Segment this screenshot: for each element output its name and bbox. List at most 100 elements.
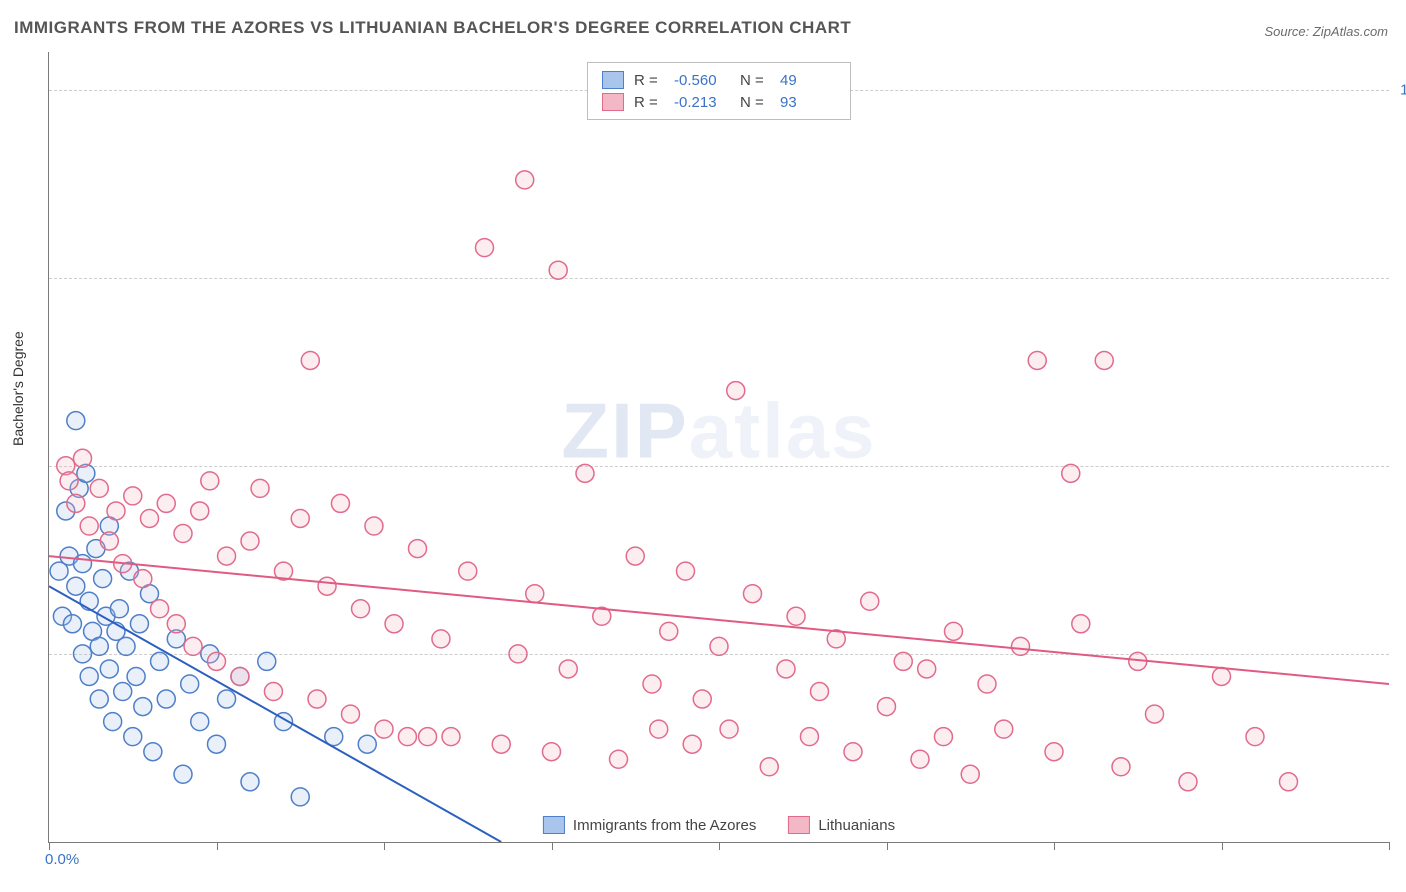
data-point	[63, 615, 81, 633]
r-value: -0.213	[674, 94, 730, 111]
data-point	[124, 728, 142, 746]
data-point	[844, 743, 862, 761]
data-point	[241, 532, 259, 550]
data-point	[549, 261, 567, 279]
data-point	[894, 652, 912, 670]
data-point	[626, 547, 644, 565]
x-tick	[719, 842, 720, 850]
data-point	[375, 720, 393, 738]
data-point	[90, 690, 108, 708]
data-point	[100, 532, 118, 550]
data-point	[134, 698, 152, 716]
swatch-azores	[602, 71, 624, 89]
data-point	[117, 637, 135, 655]
data-point	[291, 788, 309, 806]
data-point	[308, 690, 326, 708]
data-point	[124, 487, 142, 505]
data-point	[576, 464, 594, 482]
legend-label: Lithuanians	[818, 817, 895, 834]
legend-series: Immigrants from the Azores Lithuanians	[543, 816, 895, 834]
data-point	[80, 592, 98, 610]
legend-item-lithuanians: Lithuanians	[788, 816, 895, 834]
data-point	[811, 683, 829, 701]
data-point	[107, 502, 125, 520]
data-point	[94, 570, 112, 588]
data-point	[961, 765, 979, 783]
data-point	[241, 773, 259, 791]
data-point	[114, 683, 132, 701]
data-point	[409, 540, 427, 558]
data-point	[318, 577, 336, 595]
data-point	[1280, 773, 1298, 791]
data-point	[978, 675, 996, 693]
r-label: R =	[634, 94, 664, 111]
data-point	[660, 622, 678, 640]
data-point	[191, 502, 209, 520]
data-point	[157, 494, 175, 512]
x-tick-label: 0.0%	[45, 851, 79, 868]
data-point	[727, 382, 745, 400]
data-point	[151, 600, 169, 618]
data-point	[251, 479, 269, 497]
legend-label: Immigrants from the Azores	[573, 817, 756, 834]
data-point	[432, 630, 450, 648]
data-point	[60, 472, 78, 490]
data-point	[650, 720, 668, 738]
data-point	[398, 728, 416, 746]
data-point	[90, 479, 108, 497]
data-point	[181, 675, 199, 693]
n-label: N =	[740, 94, 770, 111]
trend-line	[49, 556, 1389, 684]
data-point	[610, 750, 628, 768]
chart-svg	[49, 52, 1389, 842]
y-axis-label: Bachelor's Degree	[10, 331, 26, 446]
data-point	[218, 547, 236, 565]
data-point	[777, 660, 795, 678]
data-point	[301, 351, 319, 369]
data-point	[419, 728, 437, 746]
x-tick	[384, 842, 385, 850]
data-point	[141, 509, 159, 527]
data-point	[342, 705, 360, 723]
x-tick	[1054, 842, 1055, 850]
data-point	[291, 509, 309, 527]
x-tick	[887, 842, 888, 850]
swatch-lithuanians	[788, 816, 810, 834]
data-point	[526, 585, 544, 603]
legend-correlation: R = -0.560 N = 49 R = -0.213 N = 93	[587, 62, 851, 120]
data-point	[800, 728, 818, 746]
data-point	[134, 570, 152, 588]
plot-area: ZIPatlas R = -0.560 N = 49 R = -0.213 N …	[48, 52, 1389, 843]
data-point	[1095, 351, 1113, 369]
data-point	[760, 758, 778, 776]
data-point	[352, 600, 370, 618]
data-point	[492, 735, 510, 753]
data-point	[157, 690, 175, 708]
x-tick	[552, 842, 553, 850]
data-point	[1028, 351, 1046, 369]
data-point	[358, 735, 376, 753]
y-tick-label: 100.0%	[1400, 81, 1406, 98]
legend-row-azores: R = -0.560 N = 49	[602, 69, 836, 91]
x-tick	[1389, 842, 1390, 850]
data-point	[264, 683, 282, 701]
data-point	[80, 517, 98, 535]
data-point	[861, 592, 879, 610]
data-point	[559, 660, 577, 678]
legend-item-azores: Immigrants from the Azores	[543, 816, 756, 834]
data-point	[1012, 637, 1030, 655]
n-value: 49	[780, 72, 836, 89]
data-point	[643, 675, 661, 693]
swatch-lithuanians	[602, 93, 624, 111]
data-point	[1062, 464, 1080, 482]
data-point	[174, 525, 192, 543]
data-point	[231, 667, 249, 685]
data-point	[1072, 615, 1090, 633]
data-point	[1179, 773, 1197, 791]
data-point	[543, 743, 561, 761]
data-point	[104, 713, 122, 731]
source-attribution: Source: ZipAtlas.com	[1264, 24, 1388, 39]
data-point	[995, 720, 1013, 738]
data-point	[127, 667, 145, 685]
legend-row-lithuanians: R = -0.213 N = 93	[602, 91, 836, 113]
